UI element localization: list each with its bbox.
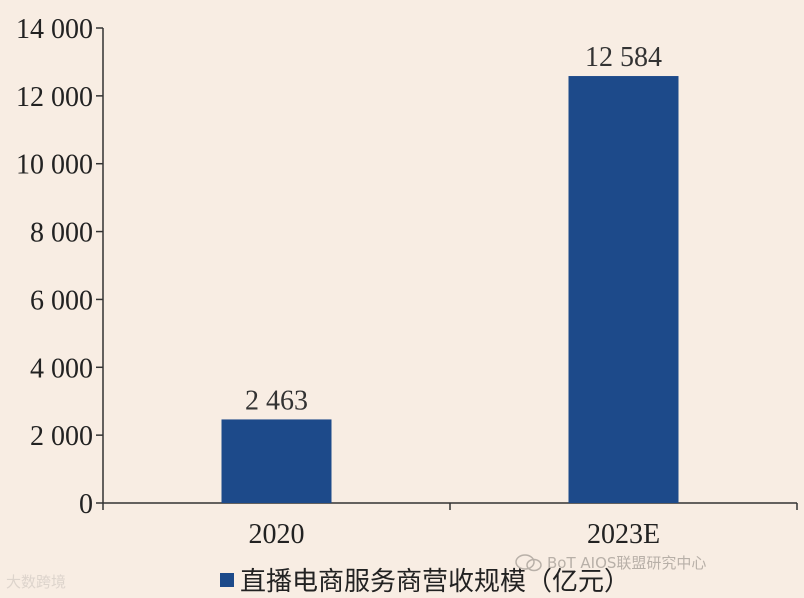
watermark-right-text: BoT AIOS联盟研究中心: [547, 554, 707, 572]
y-tick-label: 4 000: [30, 353, 93, 384]
data-label: 12 584: [585, 42, 662, 73]
bar: [221, 419, 332, 503]
bar: [568, 76, 679, 504]
y-tick-label: 14 000: [16, 14, 93, 45]
watermark-right: BoT AIOS联盟研究中心: [515, 552, 706, 573]
legend-swatch: [220, 572, 234, 587]
watermark-left-text: 大数跨境: [6, 573, 67, 591]
y-tick-label: 0: [79, 489, 93, 520]
legend: 直播电商服务商营收规模（亿元）: [220, 561, 630, 598]
x-tick-label: 2020: [249, 519, 305, 550]
y-tick-label: 10 000: [16, 150, 93, 181]
watermark-left: 大数跨境: [6, 571, 66, 592]
y-tick-label: 2 000: [30, 421, 93, 452]
y-tick-label: 6 000: [30, 285, 93, 316]
y-tick-label: 8 000: [30, 218, 93, 249]
x-tick-label: 2023E: [587, 519, 660, 550]
data-label: 2 463: [245, 385, 308, 416]
y-tick-label: 12 000: [16, 82, 93, 113]
chat-bubble-icon: [515, 553, 542, 571]
legend-label: 直播电商服务商营收规模（亿元）: [240, 567, 631, 597]
